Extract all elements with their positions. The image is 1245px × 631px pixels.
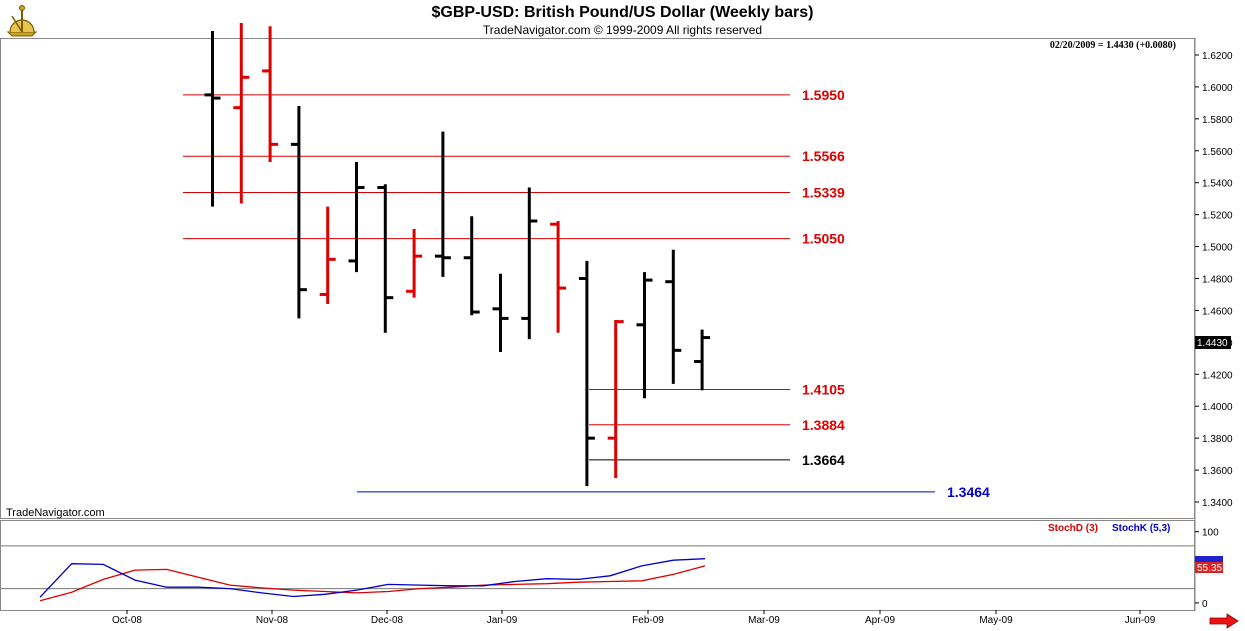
scroll-right-arrow-icon[interactable] xyxy=(1209,613,1239,629)
x-tick-label: Nov-08 xyxy=(256,615,289,626)
ohlc-bar xyxy=(233,23,250,204)
ohlc-bar xyxy=(290,106,307,319)
price-tick-label: 1.5600 xyxy=(1202,147,1233,158)
x-tick-label: Mar-09 xyxy=(748,615,780,626)
x-tick-label: Jan-09 xyxy=(487,615,518,626)
watermark-text: TradeNavigator.com xyxy=(6,507,105,519)
price-info-readout: 02/20/2009 = 1.4430 (+0.0080) xyxy=(1050,40,1176,51)
ohlc-bars xyxy=(204,23,711,487)
price-tick-label: 1.6000 xyxy=(1202,83,1233,94)
price-tick-label: 1.5800 xyxy=(1202,115,1233,126)
stoch-d-line xyxy=(39,565,706,602)
stoch-d-legend: StochD (3) xyxy=(1048,523,1098,534)
ohlc-bar xyxy=(550,221,567,333)
x-tick-label: Jun-09 xyxy=(1125,615,1156,626)
ohlc-bar xyxy=(578,260,595,487)
level-label: 1.5950 xyxy=(802,87,845,103)
ohlc-bar xyxy=(665,249,682,384)
price-tick-label: 1.5200 xyxy=(1202,211,1233,222)
x-tick-label: Feb-09 xyxy=(632,615,664,626)
stoch-tick-label: 0 xyxy=(1202,599,1208,610)
ohlc-bar xyxy=(636,272,653,399)
level-label: 1.3664 xyxy=(802,452,845,468)
ohlc-bar xyxy=(521,187,538,340)
copyright-text: TradeNavigator.com © 1999-2009 All right… xyxy=(482,23,763,37)
price-tick-label: 1.4200 xyxy=(1202,370,1233,381)
support-resistance-levels: 1.5950 1.5566 1.5339 1.5050 1.4105 1.3884 1.36… xyxy=(183,87,990,500)
price-tick-label: 1.5000 xyxy=(1202,243,1233,254)
ohlc-bar xyxy=(434,131,451,277)
price-tick-label: 1.4000 xyxy=(1202,402,1233,413)
price-tick-label: 1.5400 xyxy=(1202,179,1233,190)
price-tick-label: 1.3400 xyxy=(1202,498,1233,509)
x-tick-label: Oct-08 xyxy=(112,615,142,626)
last-price-marker: 1.4430 xyxy=(1195,336,1231,349)
stoch-series xyxy=(39,558,706,602)
stoch-tick-label: 100 xyxy=(1202,528,1219,539)
ohlc-bar xyxy=(262,26,279,162)
level-label: 1.5566 xyxy=(802,148,845,164)
x-tick-label: May-09 xyxy=(979,615,1013,626)
chart-title: $GBP-USD: British Pound/US Dollar (Weekl… xyxy=(431,4,814,21)
level-label: 1.5050 xyxy=(802,231,845,247)
price-panel-frame xyxy=(0,38,1195,519)
x-tick-label: Dec-08 xyxy=(371,615,404,626)
ohlc-bar xyxy=(348,161,365,273)
level-label: 1.3884 xyxy=(802,417,845,433)
time-x-axis: Oct-08 Nov-08 Dec-08 Jan-09 Feb-09 Mar-09 Apr-… xyxy=(112,610,1156,626)
level-label: 1.4105 xyxy=(802,381,845,397)
price-tick-label: 1.4800 xyxy=(1202,275,1233,286)
stoch-panel-frame xyxy=(0,520,1195,611)
price-tick-label: 1.3600 xyxy=(1202,466,1233,477)
price-tick-label: 1.6200 xyxy=(1202,51,1233,62)
stoch-k-legend: StochK (5,3) xyxy=(1112,523,1170,534)
stoch-gridlines xyxy=(1,545,1194,590)
ohlc-bar xyxy=(204,31,221,207)
stoch-last-value-label: 55.35 xyxy=(1197,563,1222,574)
stoch-last-value-marker: 55.35 xyxy=(1195,556,1223,574)
ohlc-bar xyxy=(694,329,711,391)
level-label: 1.5339 xyxy=(802,184,845,200)
ohlc-bar xyxy=(463,216,480,316)
stoch-k-line xyxy=(39,558,706,598)
ohlc-bar xyxy=(319,206,336,305)
x-tick-label: Apr-09 xyxy=(865,615,895,626)
chart-header: $GBP-USD: British Pound/US Dollar (Weekl… xyxy=(0,0,1245,38)
level-label: 1.3464 xyxy=(947,484,990,500)
last-price-label: 1.4430 xyxy=(1197,338,1228,349)
ohlc-bar xyxy=(377,184,394,333)
ohlc-bar xyxy=(607,320,624,479)
ohlc-bar xyxy=(492,273,509,352)
sextant-logo-icon xyxy=(6,5,38,37)
price-tick-label: 1.3800 xyxy=(1202,434,1233,445)
price-y-axis: 1.6200 1.6000 1.5800 1.5600 1.5400 1.5200 1.50… xyxy=(1195,51,1233,509)
price-tick-label: 1.4600 xyxy=(1202,306,1233,317)
ohlc-bar xyxy=(406,229,423,298)
